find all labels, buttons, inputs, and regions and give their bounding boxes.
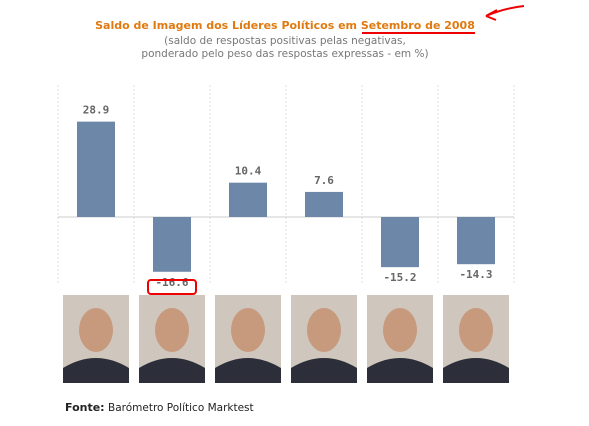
photo-body [215,358,281,383]
value-label: 10.4 [235,165,262,178]
bar [77,121,115,217]
plot-area: 28.9 -16.6 10.4 7.6 -15.2 -14.3 [57,85,515,289]
bar [457,217,495,265]
photo-face [79,308,113,352]
value-label: -16.6 [155,276,188,289]
value-label: 7.6 [314,174,334,187]
bar [153,217,191,272]
photo-face [459,308,493,352]
photo-face [155,308,189,352]
value-label: 28.9 [83,104,110,117]
photo-face [307,308,341,352]
photo-body [443,358,509,383]
annotation-arrow [485,5,525,21]
photo-face [383,308,417,352]
bar [381,217,419,268]
annotation-box [147,279,197,295]
bar [229,182,267,217]
photo-body [291,358,357,383]
value-label: -15.2 [383,271,416,284]
photos [63,295,509,383]
chart-subtitle: ponderado pelo peso das respostas expres… [141,48,428,60]
bar [305,191,343,217]
photo-body [139,358,205,383]
chart-subtitle: (saldo de respostas positivas pelas nega… [164,35,406,47]
source: Barómetro Político Marktest [108,402,254,414]
chart-title: Saldo de Imagem dos Líderes Políticos em… [95,19,475,32]
value-label: -14.3 [459,268,492,281]
photo-face [231,308,265,352]
source-label: Fonte: [65,401,105,414]
photo-body [63,358,129,383]
photo-body [367,358,433,383]
